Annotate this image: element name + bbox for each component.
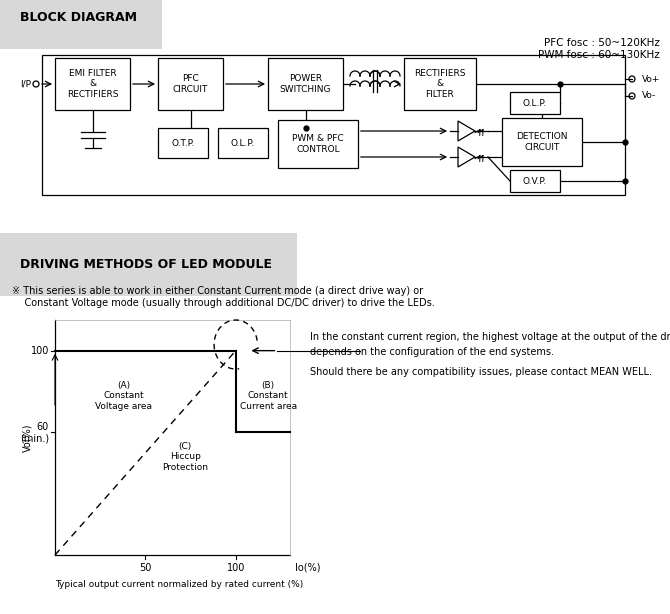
Bar — [158, 128, 208, 158]
Text: ※ This series is able to work in either Constant Current mode (a direct drive wa: ※ This series is able to work in either … — [12, 286, 435, 308]
Text: ■: ■ — [8, 258, 19, 271]
Text: PFC fosc : 50~120KHz
PWM fosc : 60~130KHz: PFC fosc : 50~120KHz PWM fosc : 60~130KH… — [538, 38, 660, 60]
Text: O.L.P.: O.L.P. — [231, 139, 255, 147]
Text: DRIVING METHODS OF LED MODULE: DRIVING METHODS OF LED MODULE — [20, 258, 272, 271]
Text: O.L.P.: O.L.P. — [523, 98, 547, 107]
Bar — [502, 118, 582, 166]
Text: 100: 100 — [31, 346, 49, 356]
Bar — [42, 55, 625, 195]
Text: 50: 50 — [139, 563, 151, 573]
Text: O.V.P.: O.V.P. — [523, 176, 547, 185]
Text: 60
(min.): 60 (min.) — [20, 422, 49, 443]
Text: (A)
Constant
Voltage area: (A) Constant Voltage area — [95, 381, 152, 411]
Bar — [510, 92, 560, 114]
Text: BLOCK DIAGRAM: BLOCK DIAGRAM — [20, 11, 137, 24]
Text: ■: ■ — [8, 11, 19, 24]
Text: EMI FILTER
&
RECTIFIERS: EMI FILTER & RECTIFIERS — [67, 69, 118, 99]
Bar — [158, 58, 223, 110]
Text: Should there be any compatibility issues, please contact MEAN WELL.: Should there be any compatibility issues… — [310, 367, 652, 377]
Bar — [278, 120, 358, 168]
Text: Typical output current normalized by rated current (%): Typical output current normalized by rat… — [55, 580, 304, 589]
Text: Vo(%): Vo(%) — [22, 423, 32, 452]
Bar — [404, 58, 476, 110]
Text: O.T.P.: O.T.P. — [172, 139, 195, 147]
Text: (C)
Hiccup
Protection: (C) Hiccup Protection — [162, 442, 208, 472]
Bar — [510, 170, 560, 192]
Text: In the constant current region, the highest voltage at the output of the driver: In the constant current region, the high… — [310, 332, 670, 342]
Bar — [268, 58, 343, 110]
Text: POWER
SWITCHING: POWER SWITCHING — [280, 74, 331, 94]
Text: DETECTION
CIRCUIT: DETECTION CIRCUIT — [517, 132, 567, 152]
Text: PWM & PFC
CONTROL: PWM & PFC CONTROL — [292, 134, 344, 154]
Text: Io(%): Io(%) — [295, 563, 320, 573]
Bar — [55, 58, 130, 110]
Text: (B)
Constant
Current area: (B) Constant Current area — [240, 381, 297, 411]
Text: 100: 100 — [226, 563, 245, 573]
Text: Vo+: Vo+ — [642, 74, 661, 84]
Text: I/P: I/P — [20, 79, 31, 88]
Text: Vo-: Vo- — [642, 91, 656, 101]
Text: depends on the configuration of the end systems.: depends on the configuration of the end … — [310, 347, 554, 357]
Text: RECTIFIERS
&
FILTER: RECTIFIERS & FILTER — [414, 69, 466, 99]
Text: PFC
CIRCUIT: PFC CIRCUIT — [173, 74, 208, 94]
Bar — [218, 128, 268, 158]
